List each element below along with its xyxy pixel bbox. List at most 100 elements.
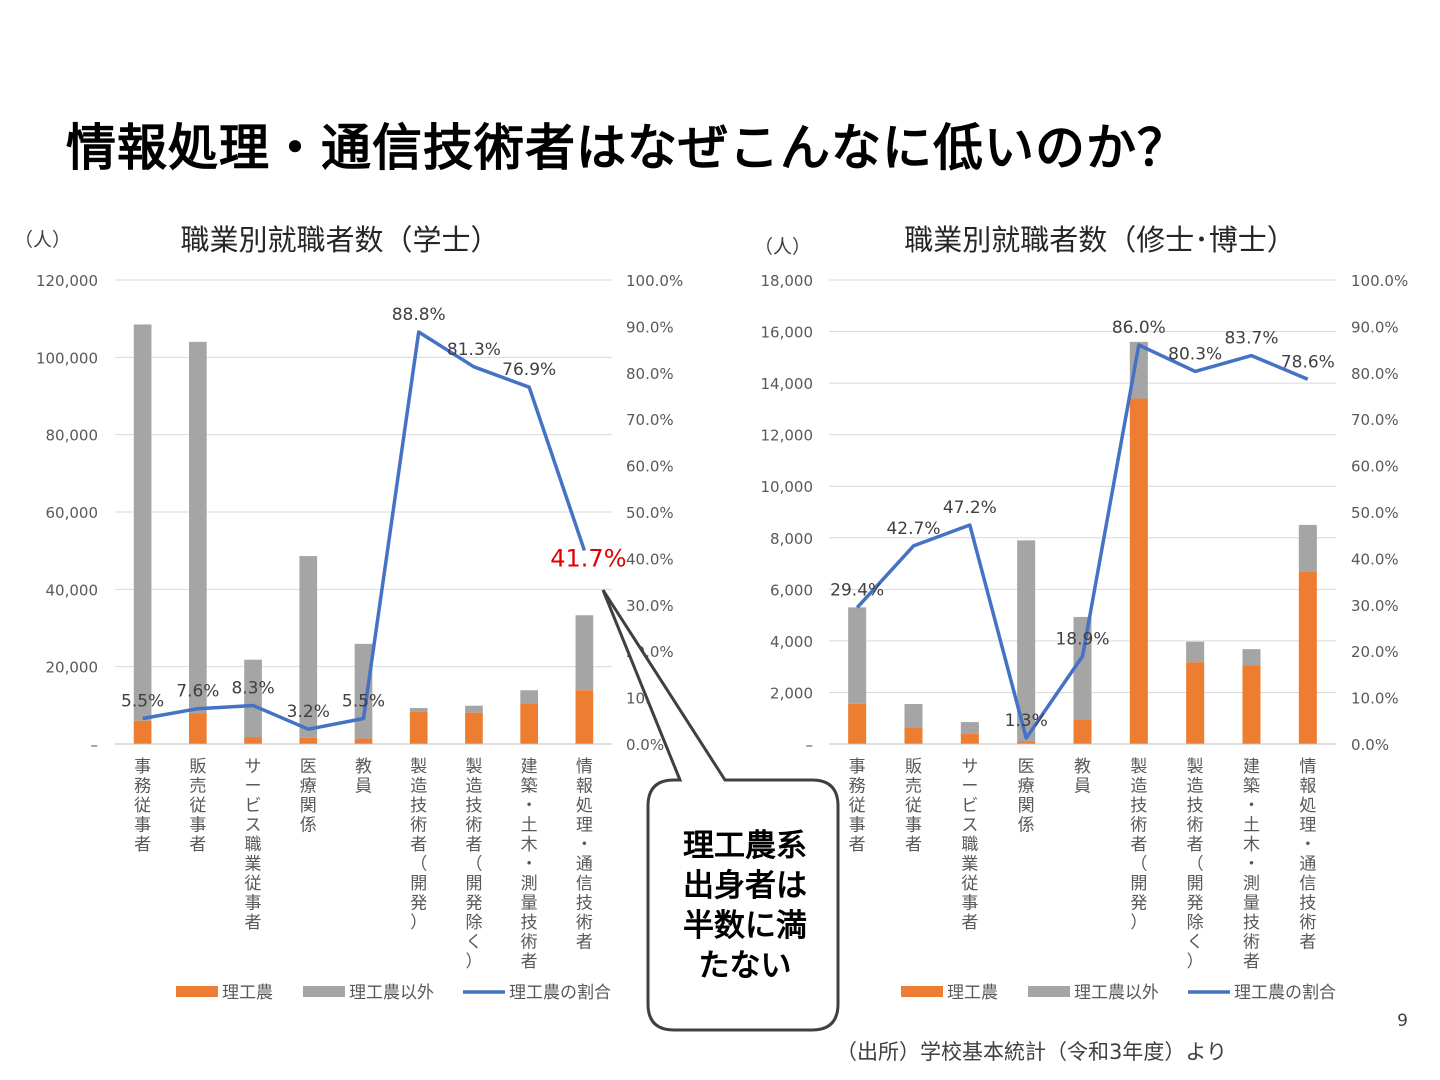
y2-tick-label: 40.0% [1351,550,1399,568]
category-label-char: ） [1187,952,1204,972]
data-label: 29.4% [830,581,884,601]
category-label: 教員 [1074,757,1091,797]
category-label-char: 術 [1299,913,1316,933]
y2-tick-label: 30.0% [626,597,674,615]
y2-tick-label: 50.0% [626,504,674,522]
y-tick-label: 8,000 [770,530,813,548]
y2-tick-label: 70.0% [626,411,674,429]
data-label: 8.3% [231,678,274,698]
category-label-char: 従 [849,796,866,816]
y2-tick-label: 30.0% [1351,597,1399,615]
data-label: 41.7% [550,545,626,573]
y-tick-label: 120,000 [36,272,98,290]
category-label: 医療関係 [300,757,317,836]
bar-science [299,737,318,744]
bar-other [575,615,594,691]
category-label-char: 者 [1243,952,1260,972]
category-label-char: 情 [576,757,593,777]
category-label-char: 員 [355,777,372,797]
category-label-char: く [465,933,482,953]
bar-science [1017,741,1036,744]
bar-science [354,738,373,744]
y2-tick-label: 0.0% [1351,736,1389,754]
legend-swatch-other [303,986,345,997]
bar-science [904,727,923,744]
category-label-char: 従 [245,874,262,894]
category-label-char: ・ [1243,855,1260,875]
category-label-char: 技 [1187,796,1204,816]
category-label-char: 開 [465,874,482,894]
category-label-char: 者 [189,835,206,855]
data-label: 76.9% [502,360,556,380]
category-label-char: 発 [1130,894,1147,914]
bar-science [1073,720,1092,744]
category-label-char: 技 [1243,913,1260,933]
category-label-char: 理 [1299,816,1316,836]
category-label-char: 事 [134,816,151,836]
category-label-char: 造 [410,777,427,797]
category-label-char: 技 [576,894,593,914]
category-label-char: 者 [1130,835,1147,855]
category-label-char: 関 [300,796,317,816]
category-label: 製造技術者（開発除く） [1187,757,1204,972]
category-label-char: 事 [849,816,866,836]
category-label-char: 事 [905,816,922,836]
category-label: サービス職業従事者 [245,757,262,933]
category-label-char: 技 [410,796,427,816]
category-label-char: 販 [905,757,922,777]
category-label-char: ス [245,816,262,836]
data-label: 3.2% [287,702,330,722]
category-label-char: 量 [521,894,538,914]
callout-line: 出身者は [683,868,807,904]
bar-science [465,712,483,744]
category-label-char: 報 [576,777,593,797]
bar-science [520,703,539,744]
category-label-char: サ [961,757,978,777]
category-label-char: 通 [1299,855,1316,875]
category-label-char: 術 [1187,816,1204,836]
category-label-char: 築 [1243,777,1260,797]
callout-bubble [601,589,840,1032]
category-label-char: ・ [521,855,538,875]
legend-swatch-other [1028,986,1070,997]
y2-tick-label: 20.0% [1351,643,1399,661]
y-tick-label: 12,000 [761,427,814,445]
category-label-char: 術 [1243,933,1260,953]
bar-science [848,703,867,744]
category-label-char: 除 [465,913,482,933]
category-label-char: 製 [1187,757,1204,777]
category-label-char: 事 [245,894,262,914]
category-label-char: 従 [189,796,206,816]
category-label-char: 務 [849,777,866,797]
bar-other [520,690,539,704]
data-label: 83.7% [1224,329,1278,349]
ratio-line [142,330,587,731]
page-number: 9 [1397,1011,1408,1031]
data-label: 1.3% [1005,711,1048,731]
category-label: 情報処理・通信技術者 [576,757,593,953]
bar-science [188,713,207,744]
category-label-char: 務 [134,777,151,797]
y-tick-label: 6,000 [770,581,813,599]
category-label-char: 者 [410,835,427,855]
y2-tick-label: 100.0% [1351,272,1408,290]
category-label-char: 測 [521,874,538,894]
category-label-char: 従 [134,796,151,816]
category-label-char: 術 [465,816,482,836]
bar-other [1186,641,1205,663]
category-label-char: （ [465,855,482,875]
bar-other [1073,616,1092,721]
category-label-char: 技 [521,913,538,933]
legend-label-ratio: 理工農の割合 [1234,983,1336,1003]
y-tick-label: – [91,736,99,754]
category-label: 医療関係 [1018,757,1035,836]
bar-other [848,607,867,704]
category-label-char: 教 [1074,757,1091,777]
category-label-char: 造 [1130,777,1147,797]
category-label-char: 木 [1243,835,1260,855]
legend-label-science: 理工農 [947,983,998,1003]
category-label-char: 事 [189,816,206,836]
category-label: サービス職業従事者 [961,757,978,933]
bar-other [465,705,483,713]
data-label: 47.2% [943,498,997,518]
